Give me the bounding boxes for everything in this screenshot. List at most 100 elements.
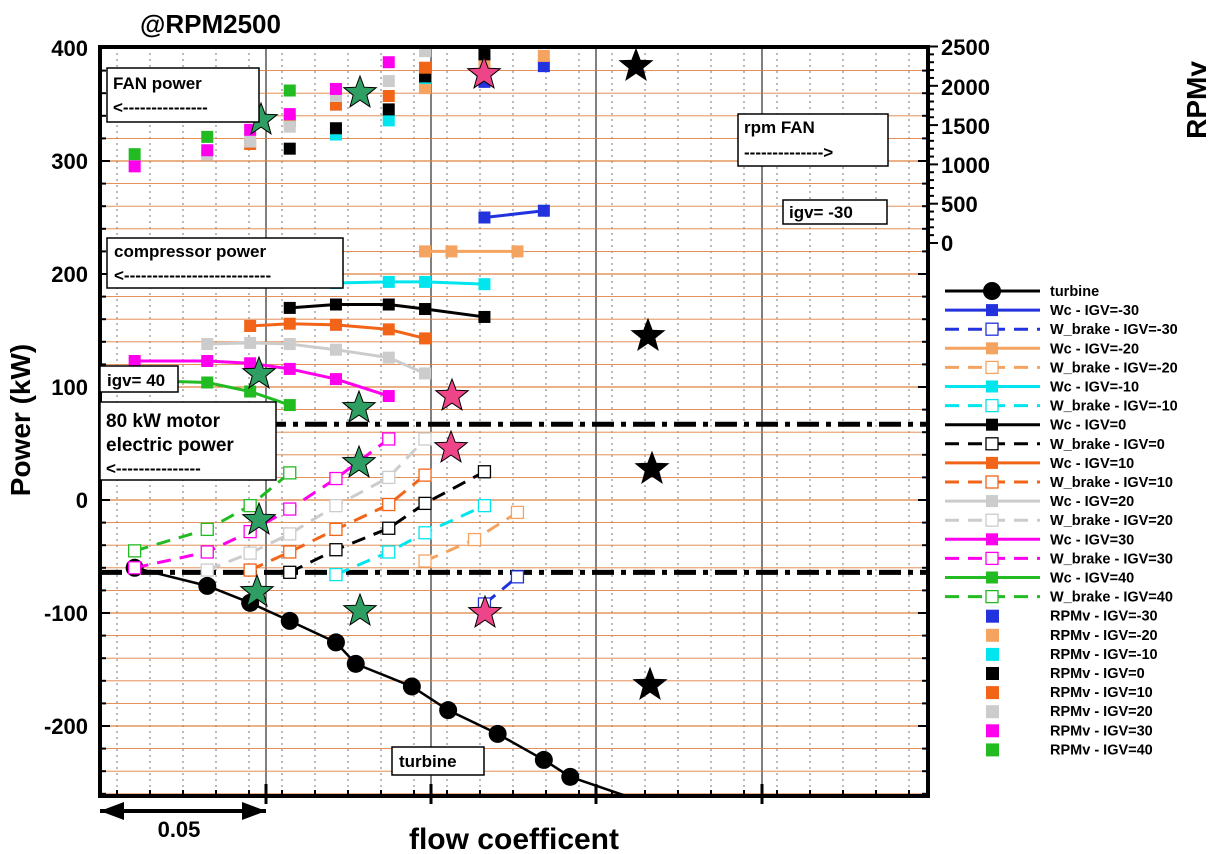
legend-swatch-marker <box>985 513 999 527</box>
point-w-brake-igv-30 <box>382 432 396 446</box>
tick-labels: 400 300 200 100 0 -100 -200 2500 2000 15… <box>44 35 990 739</box>
point-wc-igv-20 <box>244 336 257 349</box>
legend-label-rpmv-igv-30: RPMv - IGV=-30 <box>1050 609 1158 625</box>
point-w-brake-igv-20 <box>510 505 525 520</box>
point-wc-igv-10 <box>382 275 395 288</box>
legend-swatch-marker <box>986 647 999 661</box>
legend: turbine Wc - IGV=-30 W_brake - IGV=-30 Wc -… <box>945 282 1178 758</box>
point-w-brake-igv-0 <box>418 496 432 511</box>
highlight-stars <box>239 47 670 700</box>
turbine-point <box>198 576 217 595</box>
point-w-brake-igv-0 <box>382 521 396 535</box>
legend-label-wc-igv-20: Wc - IGV=20 <box>1050 494 1134 510</box>
legend-swatch-marker <box>986 495 998 508</box>
legend-swatch-marker <box>986 342 998 355</box>
legend-swatch-marker <box>986 418 998 431</box>
operating-point-star <box>433 429 469 463</box>
annotations: FAN power <--------------- rpm FAN -----… <box>99 67 889 776</box>
rpm-point-rpmv-igv-30 <box>283 108 296 121</box>
point-wc-igv-0 <box>419 303 432 316</box>
legend-swatch-marker <box>983 282 1001 300</box>
operating-point-star <box>630 317 666 351</box>
rpm-point-rpmv-igv-10 <box>419 61 432 74</box>
legend-label-rpmv-igv-40: RPMv - IGV=40 <box>1050 742 1153 758</box>
y-tick-label: 400 <box>51 36 88 61</box>
operating-point-star <box>341 444 377 478</box>
point-w-brake-igv-10 <box>418 526 432 540</box>
legend-swatch-marker <box>985 589 999 604</box>
rpm-point-rpmv-igv-30 <box>128 160 141 173</box>
legend-swatch-marker <box>986 743 999 757</box>
point-wc-igv-10 <box>329 318 342 331</box>
annotation-turbine: turbine <box>399 752 457 771</box>
point-wc-igv-20 <box>445 245 458 258</box>
point-wc-igv-30 <box>478 211 491 224</box>
point-w-brake-igv-40 <box>283 466 297 480</box>
point-w-brake-igv-20 <box>200 563 214 577</box>
point-wc-igv-20 <box>419 367 432 380</box>
legend-label-w-brake-igv-10: W_brake - IGV=-10 <box>1050 399 1178 415</box>
scale-arrow-left <box>100 802 124 820</box>
point-wc-igv-10 <box>244 319 257 332</box>
legend-swatch-marker <box>986 304 998 317</box>
point-wc-igv-10 <box>419 332 432 345</box>
point-wc-igv-10 <box>419 275 432 288</box>
point-w-brake-igv-0 <box>477 465 492 479</box>
turbine-point <box>326 633 345 652</box>
rpm-point-rpmv-igv-40 <box>283 84 296 97</box>
operating-point-star <box>618 47 654 81</box>
legend-label-rpmv-igv-10: RPMv - IGV=10 <box>1050 685 1153 701</box>
annotation-igv-40: igv= 40 <box>107 371 165 390</box>
series-line-w-brake-igv-30 <box>134 437 390 570</box>
point-w-brake-igv-10 <box>418 468 432 482</box>
legend-label-rpmv-igv-0: RPMv - IGV=0 <box>1050 666 1145 682</box>
point-wc-igv-0 <box>283 301 296 314</box>
y2-tick-label: 1000 <box>941 153 990 178</box>
legend-label-turbine: turbine <box>1050 284 1099 300</box>
legend-label-w-brake-igv-20: W_brake - IGV=20 <box>1050 513 1173 529</box>
point-w-brake-igv-20 <box>243 546 257 560</box>
point-wc-igv-40 <box>283 399 296 412</box>
annotation-fan-power: FAN power <box>113 74 202 93</box>
legend-swatch-marker <box>985 551 999 566</box>
point-w-brake-igv-10 <box>382 545 396 559</box>
rpm-point-rpmv-igv-20 <box>382 75 395 88</box>
point-wc-igv-30 <box>244 357 257 370</box>
legend-swatch-marker <box>985 475 999 489</box>
point-wc-igv-10 <box>283 317 296 330</box>
annotation-compressor-power: compressor power <box>114 242 266 261</box>
rpm-point-rpmv-igv-20 <box>244 135 257 148</box>
annotation-fan-arrow: <--------------- <box>113 98 208 117</box>
turbine-point <box>488 724 507 743</box>
point-wc-igv-20 <box>329 343 342 356</box>
point-w-brake-igv-0 <box>329 543 343 557</box>
legend-label-w-brake-igv-20: W_brake - IGV=-20 <box>1050 360 1178 376</box>
rpm-point-rpmv-igv-0 <box>283 142 296 155</box>
point-w-brake-igv-0 <box>283 565 297 579</box>
operating-point-star <box>467 594 503 628</box>
point-w-brake-igv-30 <box>283 502 297 516</box>
rpm-point-rpmv-igv-0 <box>329 122 342 135</box>
operating-point-star <box>341 389 377 423</box>
operating-point-star <box>342 592 378 626</box>
point-w-brake-igv-10 <box>243 563 257 577</box>
point-wc-igv-0 <box>329 298 342 311</box>
legend-label-w-brake-igv-0: W_brake - IGV=0 <box>1050 437 1165 453</box>
annotation-motor-line1: 80 kW motor <box>106 411 221 432</box>
y-tick-label: 300 <box>51 149 88 174</box>
rpm-point-rpmv-igv-20 <box>419 82 432 95</box>
chart-title: @RPM2500 <box>140 9 281 39</box>
legend-swatch-marker <box>986 705 999 719</box>
rpm-point-rpmv-igv-20 <box>537 49 550 62</box>
point-wc-igv-30 <box>128 355 141 368</box>
legend-label-rpmv-igv-30: RPMv - IGV=30 <box>1050 723 1153 739</box>
rpm-point-rpmv-igv-10 <box>382 114 395 127</box>
point-wc-igv-20 <box>382 351 395 364</box>
y2-tick-label: 1500 <box>941 114 990 139</box>
y-tick-label: 200 <box>51 262 88 287</box>
point-w-brake-igv-10 <box>329 567 343 582</box>
annotation-rpm-arrow: --------------> <box>744 143 833 162</box>
point-w-brake-igv-20 <box>418 554 432 568</box>
y-tick-label: -200 <box>44 714 88 739</box>
point-w-brake-igv-20 <box>418 432 432 446</box>
